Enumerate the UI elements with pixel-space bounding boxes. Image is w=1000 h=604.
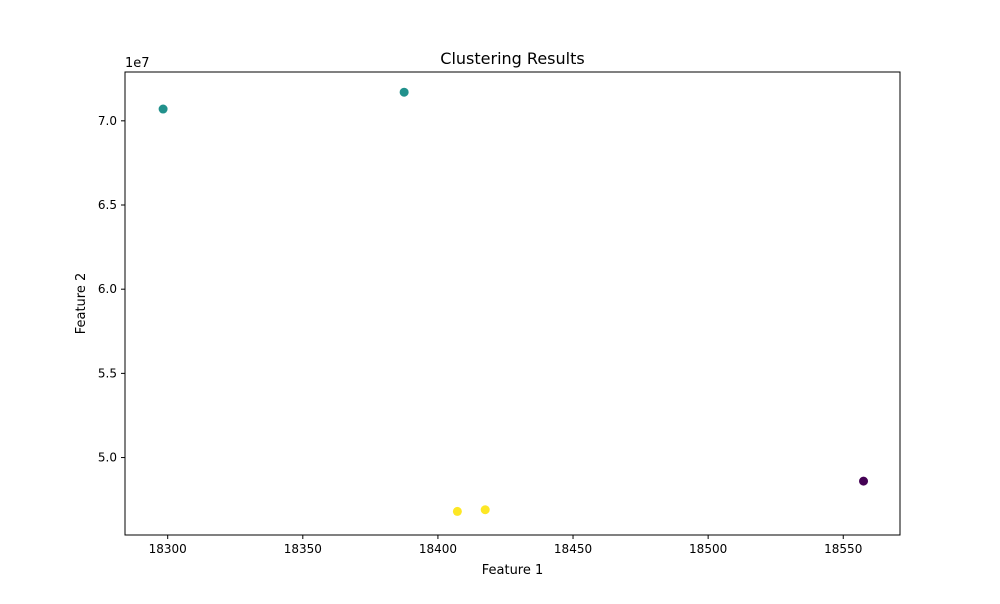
y-tick-label: 6.0 [98, 282, 117, 296]
x-axis-ticks: 18300 18350 18400 18450 18500 18550 [149, 535, 862, 556]
x-tick-label: 18350 [284, 542, 322, 556]
x-tick-label: 18550 [824, 542, 862, 556]
y-tick-label: 7.0 [98, 114, 117, 128]
y-tick-label: 6.5 [98, 198, 117, 212]
y-axis-label: Feature 2 [74, 273, 89, 335]
x-axis-label: Feature 1 [482, 563, 544, 578]
chart-title: Clustering Results [440, 49, 584, 68]
y-axis-offset-label: 1e7 [125, 56, 150, 71]
x-tick-label: 18500 [689, 542, 727, 556]
y-tick-label: 5.5 [98, 366, 117, 380]
scatter-point-cluster-2 [452, 506, 462, 516]
scatter-point-cluster-2 [480, 505, 490, 515]
x-tick-label: 18450 [554, 542, 592, 556]
data-points [158, 87, 869, 516]
x-tick-label: 18300 [149, 542, 187, 556]
scatter-point-cluster-1 [158, 104, 168, 114]
axes-frame [124, 71, 901, 536]
scatter-point-cluster-1 [399, 87, 409, 97]
x-tick-label: 18400 [419, 542, 457, 556]
y-tick-label: 5.0 [98, 451, 117, 465]
y-axis-ticks: 5.0 5.5 6.0 6.5 7.0 [98, 114, 125, 465]
scatter-point-cluster-0 [859, 476, 869, 486]
